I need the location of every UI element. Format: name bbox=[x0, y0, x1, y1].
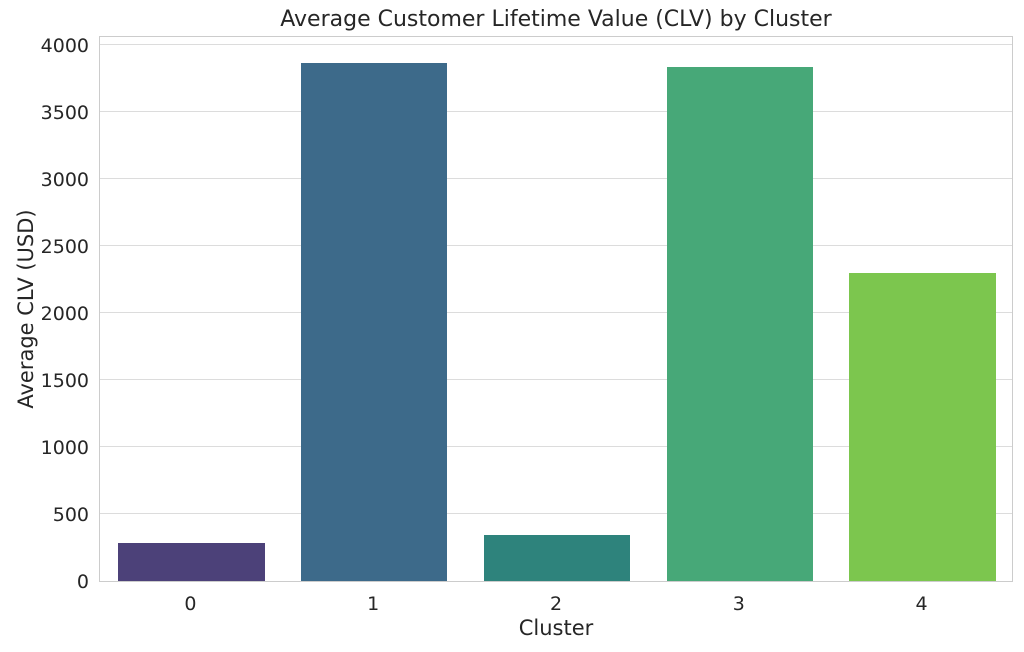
bar-cluster-0 bbox=[118, 542, 265, 581]
y-tick-label-500: 500 bbox=[52, 503, 89, 526]
bar-cluster-1 bbox=[301, 63, 448, 581]
x-axis-label: Cluster bbox=[518, 616, 594, 640]
y-tick-label-1500: 1500 bbox=[40, 369, 89, 392]
bar-cluster-3 bbox=[666, 67, 813, 581]
gridline-1500 bbox=[100, 379, 1012, 381]
y-tick-label-3500: 3500 bbox=[40, 101, 89, 124]
gridline-3500 bbox=[100, 111, 1012, 113]
gridline-2000 bbox=[100, 312, 1012, 314]
y-tick-label-3000: 3000 bbox=[40, 168, 89, 191]
y-tick-label-0: 0 bbox=[76, 570, 89, 593]
gridline-2500 bbox=[100, 245, 1012, 247]
gridline-500 bbox=[100, 513, 1012, 515]
x-tick-label-2: 2 bbox=[549, 593, 563, 615]
gridline-4000 bbox=[100, 44, 1012, 46]
y-tick-label-2500: 2500 bbox=[40, 235, 89, 258]
y-tick-label-4000: 4000 bbox=[40, 34, 89, 57]
x-tick-label-3: 3 bbox=[732, 593, 745, 615]
x-tick-label-0: 0 bbox=[184, 593, 197, 615]
gridline-3000 bbox=[100, 178, 1012, 180]
bar-cluster-4 bbox=[849, 272, 996, 581]
bar-cluster-2 bbox=[483, 535, 631, 581]
y-tick-label-1000: 1000 bbox=[40, 436, 89, 459]
x-tick-label-1: 1 bbox=[367, 593, 380, 615]
gridline-1000 bbox=[100, 446, 1012, 448]
y-tick-label-2000: 2000 bbox=[40, 302, 89, 325]
plot-area bbox=[99, 36, 1013, 582]
x-tick-label-4: 4 bbox=[915, 593, 928, 615]
y-axis-label: Average CLV (USD) bbox=[14, 209, 38, 409]
chart-title: Average Customer Lifetime Value (CLV) by… bbox=[280, 7, 832, 32]
